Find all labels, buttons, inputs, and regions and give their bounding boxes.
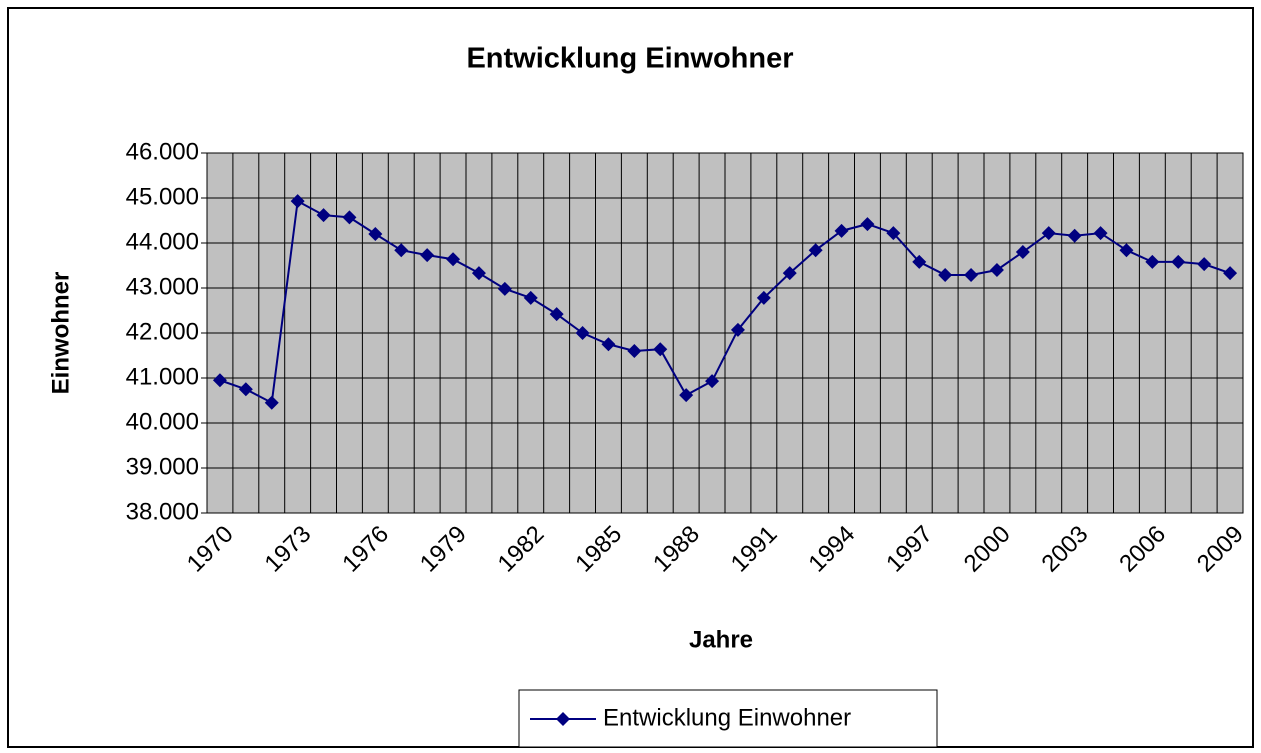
x-axis-label: Jahre (689, 626, 753, 653)
y-tick-label: 43.000 (126, 273, 199, 300)
data-marker (342, 210, 357, 225)
data-marker (989, 263, 1004, 277)
data-marker (834, 223, 849, 238)
data-marker (912, 254, 927, 269)
y-tick-label: 44.000 (126, 228, 199, 255)
data-marker (1067, 228, 1082, 243)
y-tick-label: 41.000 (126, 363, 199, 390)
data-marker (653, 342, 668, 357)
data-marker (886, 226, 901, 241)
data-marker (1223, 266, 1238, 281)
data-marker (1015, 245, 1030, 259)
data-marker (627, 344, 642, 358)
y-tick-label: 40.000 (126, 408, 199, 435)
data-marker (471, 266, 486, 281)
data-marker (1145, 254, 1160, 269)
y-tick-label: 45.000 (126, 183, 199, 210)
data-marker (368, 227, 383, 241)
data-marker (938, 267, 953, 282)
data-marker (782, 266, 797, 281)
data-marker (523, 290, 538, 305)
data-marker (1171, 254, 1186, 269)
y-tick-label: 38.000 (126, 498, 199, 525)
data-marker (420, 248, 435, 263)
data-marker (238, 382, 253, 397)
legend-marker (556, 712, 570, 726)
data-line (219, 199, 1231, 405)
data-marker (446, 252, 461, 267)
y-tick-label: 42.000 (126, 318, 199, 345)
data-marker (1197, 257, 1212, 272)
data-marker (264, 395, 279, 410)
data-marker (756, 290, 771, 305)
data-marker (394, 243, 409, 258)
data-marker (601, 337, 616, 352)
data-marker (730, 322, 745, 337)
data-marker (549, 307, 564, 322)
data-marker (964, 267, 979, 282)
data-marker (808, 243, 823, 258)
y-axis-label: Einwohner (47, 272, 74, 395)
data-marker (1093, 226, 1108, 241)
data-marker (860, 217, 875, 232)
data-marker (212, 373, 227, 388)
data-marker (497, 281, 512, 296)
data-marker (1119, 243, 1134, 258)
data-marker (1041, 226, 1056, 241)
data-marker (679, 388, 694, 403)
data-marker (575, 326, 590, 340)
y-tick-label: 39.000 (126, 453, 199, 480)
data-marker (705, 374, 720, 389)
legend-label: Entwicklung Einwohner (603, 704, 851, 731)
data-marker (316, 208, 331, 223)
data-marker (290, 194, 305, 209)
chart-title: Entwicklung Einwohner (466, 43, 793, 75)
y-tick-label: 46.000 (126, 138, 199, 165)
